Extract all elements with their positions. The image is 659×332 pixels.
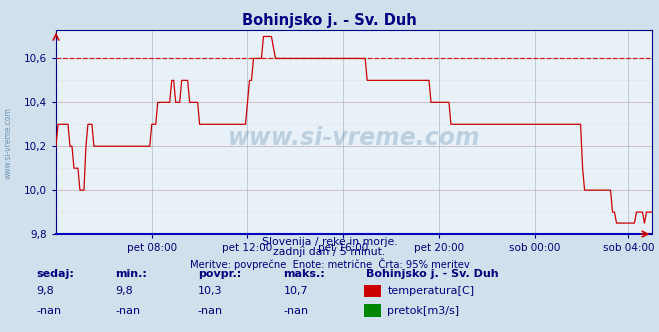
- Text: 10,7: 10,7: [283, 286, 308, 296]
- Text: Meritve: povprečne  Enote: metrične  Črta: 95% meritev: Meritve: povprečne Enote: metrične Črta:…: [190, 258, 469, 270]
- Text: temperatura[C]: temperatura[C]: [387, 286, 474, 296]
- Text: -nan: -nan: [115, 306, 140, 316]
- Text: -nan: -nan: [283, 306, 308, 316]
- Text: Bohinjsko j. - Sv. Duh: Bohinjsko j. - Sv. Duh: [366, 269, 498, 279]
- Text: -nan: -nan: [36, 306, 61, 316]
- Text: 10,3: 10,3: [198, 286, 222, 296]
- Text: maks.:: maks.:: [283, 269, 325, 279]
- Text: Bohinjsko j. - Sv. Duh: Bohinjsko j. - Sv. Duh: [242, 13, 417, 28]
- Text: www.si-vreme.com: www.si-vreme.com: [228, 126, 480, 150]
- Text: 9,8: 9,8: [115, 286, 133, 296]
- Text: povpr.:: povpr.:: [198, 269, 241, 279]
- Text: -nan: -nan: [198, 306, 223, 316]
- Text: 9,8: 9,8: [36, 286, 54, 296]
- Text: sedaj:: sedaj:: [36, 269, 74, 279]
- Text: Slovenija / reke in morje.: Slovenija / reke in morje.: [262, 237, 397, 247]
- Text: www.si-vreme.com: www.si-vreme.com: [3, 107, 13, 179]
- Text: min.:: min.:: [115, 269, 147, 279]
- Text: zadnji dan / 5 minut.: zadnji dan / 5 minut.: [273, 247, 386, 257]
- Text: pretok[m3/s]: pretok[m3/s]: [387, 306, 459, 316]
